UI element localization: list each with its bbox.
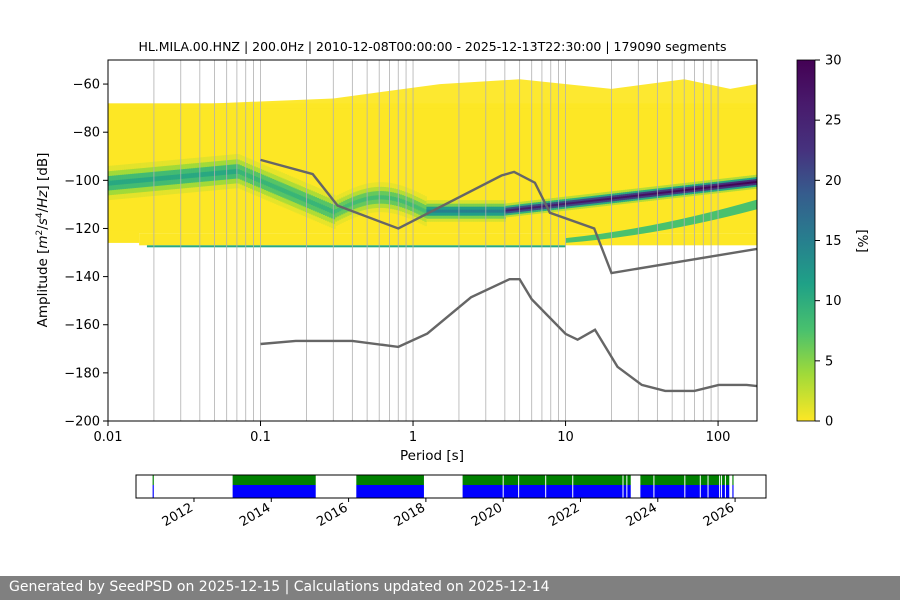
y-tick-label: −60 <box>73 78 100 93</box>
x-tick-label: 0.1 <box>250 430 271 445</box>
y-tick-label: −140 <box>64 270 100 285</box>
timeline-data-bar <box>462 485 631 498</box>
high-noise-model-line <box>260 158 757 275</box>
psd-heatmap <box>108 79 757 248</box>
y-axis-label: Amplitude [m2/s4/Hz] [dB] <box>35 153 51 328</box>
chart-title: HL.MILA.00.HNZ | 200.0Hz | 2010-12-08T00… <box>138 39 727 54</box>
timeline-flag-bar <box>462 475 631 485</box>
colorbar-label: [%] <box>854 229 870 252</box>
y-tick-label: −200 <box>64 415 100 430</box>
colorbar-tick-label: 25 <box>825 114 842 129</box>
timeline-flag-bar <box>356 475 424 485</box>
timeline-data-bar <box>356 485 424 498</box>
timeline-data-bar <box>232 485 316 498</box>
footer-bar: Generated by SeedPSD on 2025-12-15 | Cal… <box>0 576 900 600</box>
footer-text: Generated by SeedPSD on 2025-12-15 | Cal… <box>9 579 550 595</box>
x-axis: 0.01 0.1 1 10 100 <box>94 421 731 445</box>
y-tick-label: −100 <box>64 174 100 189</box>
y-tick-label: −120 <box>64 222 100 237</box>
x-tick-label: 1 <box>409 430 417 445</box>
timeline-frame <box>135 474 767 499</box>
timeline-data-bar <box>152 485 154 498</box>
colorbar-tick-label: 30 <box>825 54 842 69</box>
colorbar-tick-label: 5 <box>825 354 833 369</box>
x-tick-label: 10 <box>557 430 574 445</box>
timeline-data-bar <box>732 485 734 498</box>
y-axis: −200 −180 −160 −140 −120 −100 −80 −60 <box>64 78 108 430</box>
colorbar-tick-label: 20 <box>825 174 842 189</box>
colorbar-tick-label: 15 <box>825 234 842 249</box>
timeline-tick-label: 2016 <box>314 500 350 530</box>
colorbar-tick-label: 0 <box>825 415 833 430</box>
timeline-tick-label: 2026 <box>701 500 737 530</box>
timeline-flag-bar <box>232 475 316 485</box>
timeline-flag-bar <box>732 475 734 485</box>
timeline-tick-label: 2020 <box>469 500 505 530</box>
timeline-axis: 2012 2014 2016 2018 2020 2022 2024 2026 <box>160 498 737 530</box>
y-tick-label: −80 <box>73 126 100 141</box>
timeline-flag-bar <box>152 475 154 485</box>
timeline-tick-label: 2024 <box>624 500 660 530</box>
low-noise-model-line <box>260 278 757 393</box>
timeline-tick-label: 2014 <box>237 500 273 530</box>
timeline-tick-label: 2012 <box>160 500 196 530</box>
colorbar <box>796 59 816 422</box>
colorbar-axis: 0 5 10 15 20 25 30 <box>815 54 842 430</box>
plot-frame <box>107 59 758 422</box>
colorbar-tick-label: 10 <box>825 294 842 309</box>
y-tick-label: −160 <box>64 318 100 333</box>
x-axis-label: Period [s] <box>400 448 464 464</box>
x-grid <box>107 60 719 421</box>
x-tick-label: 100 <box>706 430 731 445</box>
timeline-tick-label: 2018 <box>392 500 428 530</box>
x-tick-label: 0.01 <box>94 430 123 445</box>
y-tick-label: −180 <box>64 366 100 381</box>
timeline-tick-label: 2022 <box>546 500 582 530</box>
data-availability-timeline <box>152 475 734 498</box>
